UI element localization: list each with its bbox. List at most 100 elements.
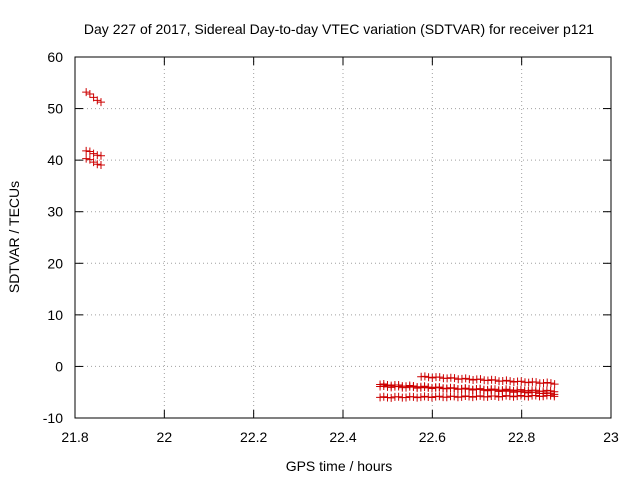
y-tick-label: 0 bbox=[55, 358, 63, 374]
data-point bbox=[483, 385, 492, 394]
data-point bbox=[505, 392, 514, 401]
x-tick-label: 22.6 bbox=[419, 429, 446, 445]
data-point bbox=[457, 384, 466, 393]
data-point bbox=[96, 151, 105, 160]
data-point bbox=[82, 88, 91, 97]
data-point bbox=[476, 391, 485, 400]
data-point bbox=[450, 392, 459, 401]
data-point bbox=[416, 393, 425, 402]
data-point bbox=[457, 374, 466, 383]
data-point bbox=[93, 96, 102, 105]
data-point bbox=[428, 373, 437, 382]
y-tick-label: 30 bbox=[47, 204, 63, 220]
data-point bbox=[469, 375, 478, 384]
series-sat-b bbox=[82, 146, 105, 160]
data-point bbox=[427, 384, 436, 393]
data-point bbox=[89, 158, 98, 167]
data-point bbox=[450, 374, 459, 383]
data-point bbox=[506, 377, 515, 386]
data-point bbox=[82, 154, 91, 163]
data-point bbox=[461, 384, 470, 393]
data-point bbox=[461, 392, 470, 401]
y-tick-label: 20 bbox=[47, 255, 63, 271]
data-point bbox=[483, 376, 492, 385]
data-point bbox=[427, 393, 436, 402]
series-sat-d bbox=[417, 372, 559, 389]
data-point bbox=[402, 383, 411, 392]
data-point bbox=[498, 377, 507, 386]
data-point bbox=[442, 384, 451, 393]
data-point bbox=[409, 383, 418, 392]
data-point bbox=[402, 393, 411, 402]
data-point bbox=[376, 393, 385, 402]
data-point bbox=[513, 392, 522, 401]
data-point bbox=[435, 373, 444, 382]
data-point bbox=[420, 372, 429, 381]
data-point bbox=[465, 392, 474, 401]
data-point bbox=[465, 384, 474, 393]
y-tick-label: 10 bbox=[47, 307, 63, 323]
x-axis-label: GPS time / hours bbox=[286, 458, 393, 474]
data-point bbox=[465, 375, 474, 384]
data-point bbox=[424, 383, 433, 392]
x-tick-label: 21.8 bbox=[61, 429, 88, 445]
data-point bbox=[376, 382, 385, 391]
y-tick-label: -10 bbox=[43, 410, 63, 426]
data-point bbox=[531, 391, 540, 400]
data-point bbox=[457, 392, 466, 401]
data-point bbox=[413, 393, 422, 402]
data-point bbox=[96, 98, 105, 107]
data-point bbox=[420, 383, 429, 392]
data-point bbox=[383, 382, 392, 391]
data-point bbox=[543, 378, 552, 387]
data-points bbox=[82, 88, 559, 402]
data-point bbox=[476, 375, 485, 384]
data-point bbox=[476, 384, 485, 393]
data-point bbox=[424, 373, 433, 382]
axes: 21.8 22 22.2 22.4 22.6 22.8 23 -10 0 10 20 30 40 50 60 bbox=[43, 49, 619, 445]
y-tick-label: 60 bbox=[47, 49, 63, 65]
data-point bbox=[394, 382, 403, 391]
data-point bbox=[379, 382, 388, 391]
data-point bbox=[379, 392, 388, 401]
data-point bbox=[409, 392, 418, 401]
data-point bbox=[517, 377, 526, 386]
data-point bbox=[524, 378, 533, 387]
data-point bbox=[532, 378, 541, 387]
data-point bbox=[509, 392, 518, 401]
data-point bbox=[546, 379, 555, 388]
data-point bbox=[85, 147, 94, 156]
data-point bbox=[539, 379, 548, 388]
x-tick-label: 22.4 bbox=[329, 429, 356, 445]
data-point bbox=[435, 383, 444, 392]
data-point bbox=[516, 391, 525, 400]
y-axis-label: SDTVAR / TECUs bbox=[6, 181, 22, 293]
data-point bbox=[394, 392, 403, 401]
series-sat-g bbox=[376, 391, 559, 402]
data-point bbox=[387, 393, 396, 402]
data-point bbox=[483, 392, 492, 401]
data-point bbox=[539, 392, 548, 401]
data-point bbox=[468, 393, 477, 402]
y-tick-label: 50 bbox=[47, 101, 63, 117]
data-point bbox=[502, 376, 511, 385]
series-sat-c bbox=[82, 154, 105, 169]
data-point bbox=[416, 383, 425, 392]
data-point bbox=[524, 392, 533, 401]
series-sat-f bbox=[376, 382, 559, 396]
data-point bbox=[420, 392, 429, 401]
data-point bbox=[443, 374, 452, 383]
data-point bbox=[461, 374, 470, 383]
data-point bbox=[491, 385, 500, 394]
data-point bbox=[509, 378, 518, 387]
data-point bbox=[450, 384, 459, 393]
data-point bbox=[491, 391, 500, 400]
x-tick-label: 22 bbox=[157, 429, 173, 445]
data-point bbox=[93, 160, 102, 169]
x-tick-label: 22.2 bbox=[240, 429, 267, 445]
x-tick-label: 23 bbox=[603, 429, 619, 445]
data-point bbox=[498, 392, 507, 401]
data-point bbox=[89, 149, 98, 158]
data-point bbox=[550, 392, 559, 401]
